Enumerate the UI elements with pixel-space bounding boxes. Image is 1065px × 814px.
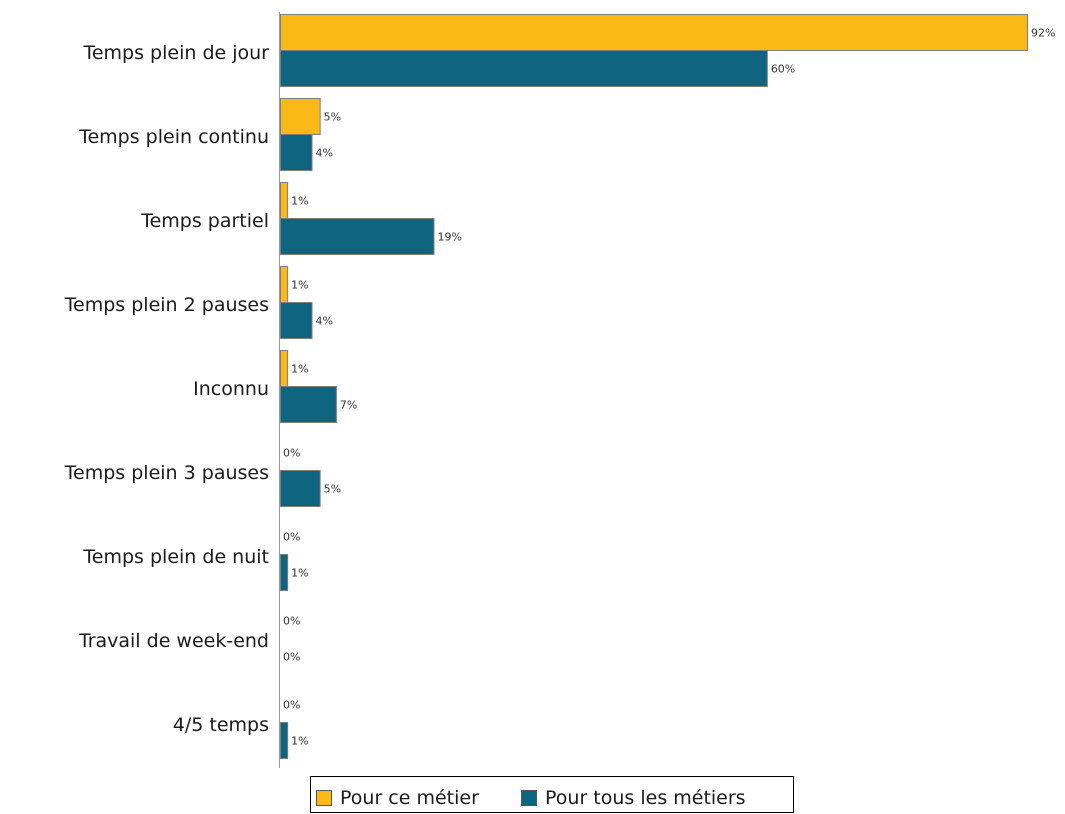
value-label-pour-ce-metier-temps-plein-2-pauses: 1% [291,279,308,292]
category-label-temps-plein-continu: Temps plein continu [78,126,269,148]
value-label-pour-tous-les-metiers-temps-plein-de-jour: 60% [771,63,795,76]
bar-pour-tous-les-metiers-temps-plein-de-nuit [280,554,289,591]
value-label-pour-ce-metier-4-5-temps: 0% [283,699,300,712]
bar-pour-tous-les-metiers-temps-plein-2-pauses [280,302,313,339]
bar-pour-ce-metier-temps-plein-de-jour [280,14,1028,51]
legend: Pour ce métier Pour tous les métiers [310,776,794,813]
category-label-temps-plein-de-nuit: Temps plein de nuit [82,546,269,568]
bar-pour-tous-les-metiers-temps-plein-3-pauses [280,470,321,507]
bar-pour-tous-les-metiers-temps-plein-de-jour [280,50,768,87]
value-label-pour-ce-metier-temps-plein-3-pauses: 0% [283,447,300,460]
legend-swatch-pour-ce-metier [316,790,332,806]
value-labels: 92% 60% 5% 4% 1% 19% 1% 4% 1% 7% 0% 5% 0% 1% 0% 0% 0% 1% [283,27,1055,748]
legend-swatch-pour-tous-les-metiers [521,790,537,806]
legend-label-pour-tous-les-metiers: Pour tous les métiers [545,787,746,809]
bars [280,14,1028,759]
value-label-pour-tous-les-metiers-temps-plein-3-pauses: 5% [324,483,341,496]
bar-pour-tous-les-metiers-temps-partiel [280,218,435,255]
value-label-pour-ce-metier-temps-partiel: 1% [291,195,308,208]
category-label-temps-plein-2-pauses: Temps plein 2 pauses [64,294,269,316]
value-label-pour-tous-les-metiers-4-5-temps: 1% [291,735,308,748]
value-label-pour-tous-les-metiers-travail-de-week-end: 0% [283,651,300,664]
value-label-pour-ce-metier-temps-plein-continu: 5% [324,111,341,124]
bar-pour-ce-metier-temps-plein-continu [280,98,321,135]
value-label-pour-tous-les-metiers-temps-partiel: 19% [437,231,461,244]
value-label-pour-ce-metier-inconnu: 1% [291,363,308,376]
value-label-pour-tous-les-metiers-inconnu: 7% [340,399,357,412]
bar-pour-tous-les-metiers-inconnu [280,386,337,423]
bar-pour-ce-metier-temps-plein-2-pauses [280,266,289,303]
category-label-travail-de-week-end: Travail de week-end [78,630,269,652]
value-label-pour-ce-metier-temps-plein-de-jour: 92% [1031,27,1055,40]
category-label-inconnu: Inconnu [193,378,269,400]
value-label-pour-tous-les-metiers-temps-plein-continu: 4% [316,147,333,160]
category-label-temps-plein-3-pauses: Temps plein 3 pauses [64,462,269,484]
category-label-temps-partiel: Temps partiel [140,210,269,232]
value-label-pour-ce-metier-temps-plein-de-nuit: 0% [283,531,300,544]
value-label-pour-tous-les-metiers-temps-plein-de-nuit: 1% [291,567,308,580]
legend-box [310,776,794,813]
bar-pour-tous-les-metiers-temps-plein-continu [280,134,313,171]
category-label-4-5-temps: 4/5 temps [173,714,269,736]
legend-label-pour-ce-metier: Pour ce métier [340,787,479,809]
bar-pour-ce-metier-inconnu [280,350,289,387]
value-label-pour-tous-les-metiers-temps-plein-2-pauses: 4% [316,315,333,328]
category-label-temps-plein-de-jour: Temps plein de jour [82,42,269,64]
value-label-pour-ce-metier-travail-de-week-end: 0% [283,615,300,628]
bar-pour-ce-metier-temps-partiel [280,182,289,219]
bar-pour-tous-les-metiers-4-5-temps [280,722,289,759]
category-labels: Temps plein de jour Temps plein continu Te… [64,42,270,736]
